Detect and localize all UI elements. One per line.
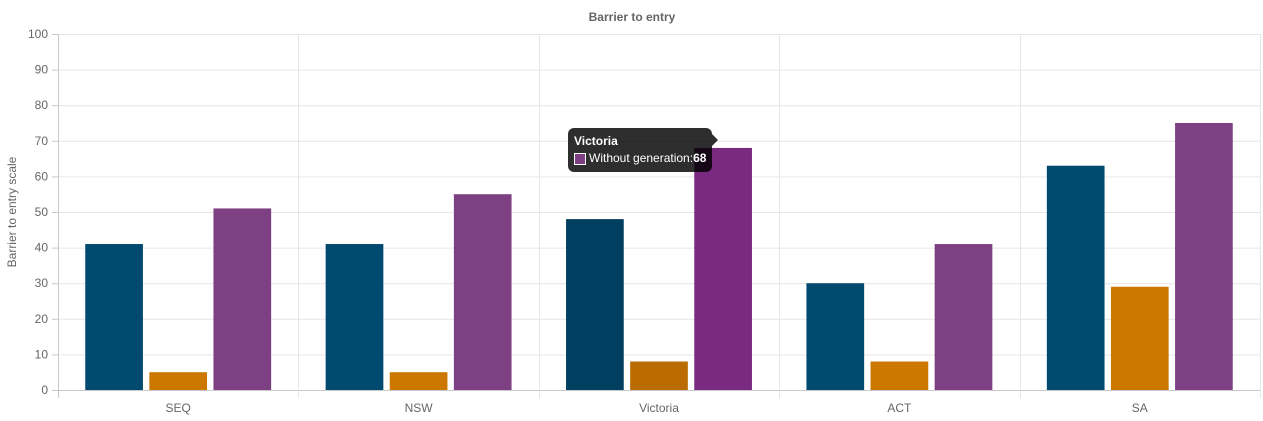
tooltip-swatch [574,152,586,165]
bar [694,147,752,390]
bar [325,244,384,390]
x-tick-label: Victoria [639,401,679,415]
x-tick-label: ACT [887,401,912,415]
y-axis-title: Barrier to entry scale [5,156,19,267]
bar [389,372,448,390]
x-tick-label: SA [1132,401,1148,415]
tooltip: Victoria Without generation: 68 [568,128,719,172]
tooltip-value: 68 [693,151,707,165]
y-tick-label: 70 [35,134,49,148]
x-tick-label: NSW [405,401,434,415]
tooltip-title: Victoria [574,134,618,148]
bar [806,283,865,390]
y-tick-label: 0 [41,383,48,397]
y-tick-label: 40 [35,241,49,255]
tooltip-series-label: Without generation: [589,151,694,165]
bar [870,361,929,390]
y-axis-ticks: 0 10 20 30 40 50 60 70 80 90 100 [28,27,48,397]
bar [566,219,624,390]
y-tick-label: 60 [35,169,49,183]
chart-title: Barrier to entry [589,10,676,24]
bar [630,361,688,390]
tooltip-row: Without generation: 68 [574,150,706,167]
y-tick-label: 10 [35,347,49,361]
y-tick-label: 80 [35,98,49,112]
x-tick-label: SEQ [166,401,191,415]
y-tick-label: 20 [35,312,49,326]
bar [149,372,208,390]
bar [1046,165,1105,390]
bar [85,244,143,390]
bars [85,123,1233,390]
y-tick-label: 50 [35,205,49,219]
y-tick-label: 30 [35,276,49,290]
y-tick-label: 90 [35,63,49,77]
bar [213,208,272,390]
bar [934,244,993,390]
bar [453,194,512,390]
x-axis-ticks: SEQ NSW Victoria ACT SA [166,401,1148,415]
y-tick-label: 100 [28,27,48,41]
bar [1175,123,1233,390]
bar [1110,286,1169,390]
